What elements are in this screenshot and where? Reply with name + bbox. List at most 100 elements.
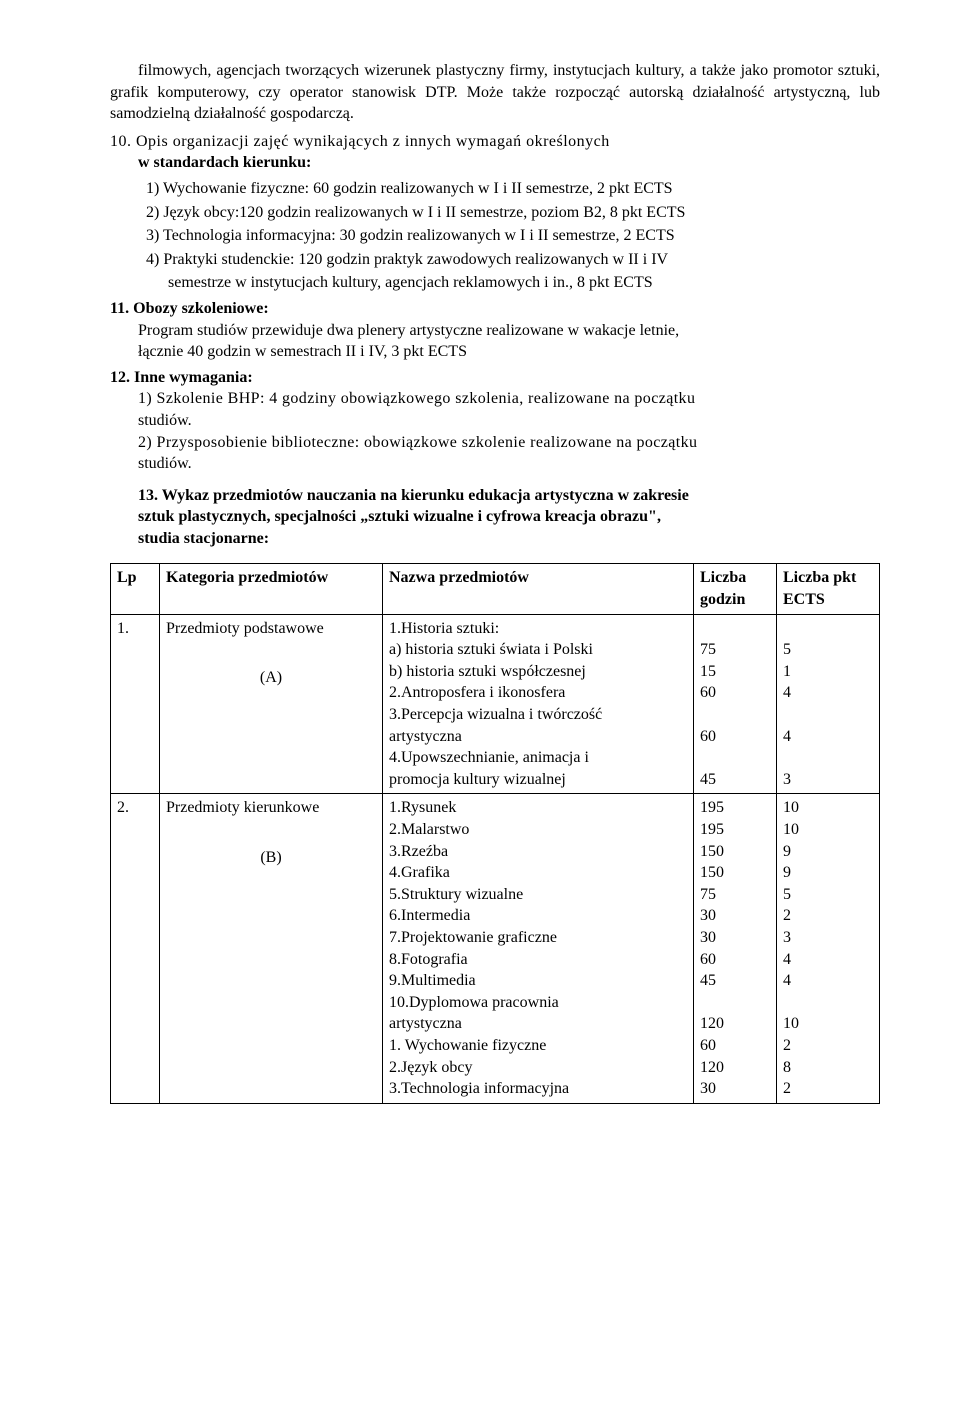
th-cat: Kategoria przedmiotów <box>160 564 383 614</box>
section-13: 13. Wykaz przedmiotów nauczania na kieru… <box>138 485 880 550</box>
s10-lead-a: 10. Opis organizacji zajęć wynikających … <box>110 131 880 153</box>
r1-e5: 4 <box>783 726 873 748</box>
r2-e7: 3 <box>783 927 873 949</box>
r2-e1: 10 <box>783 797 873 819</box>
r2-n3: 3.Rzeźba <box>389 841 687 863</box>
s11-b1: Program studiów przewiduje dwa plenery a… <box>138 320 880 342</box>
r2-g12: 120 <box>700 1057 770 1079</box>
r2-g8: 60 <box>700 949 770 971</box>
r2-e13: 2 <box>783 1078 873 1100</box>
s10-item-4a: 4) Praktyki studenckie: 120 godzin prakt… <box>146 249 880 271</box>
intro-l4: gospodarczą. <box>270 105 354 122</box>
s12-head: 12. Inne wymagania: <box>110 367 880 389</box>
r2-e4: 9 <box>783 862 873 884</box>
r1-g5: 60 <box>700 726 770 748</box>
r2-g6: 30 <box>700 905 770 927</box>
r2-n9: 9.Multimedia <box>389 970 687 992</box>
r2-n7: 7.Projektowanie graficzne <box>389 927 687 949</box>
section-12: 12. Inne wymagania: 1) Szkolenie BHP: 4 … <box>110 367 880 475</box>
r2-g13: 30 <box>700 1078 770 1100</box>
table-row: 1. Przedmioty podstawowe (A) 1.Historia … <box>111 614 880 794</box>
r1-e4: 4 <box>783 682 873 704</box>
r2-lp: 2. <box>111 794 160 1103</box>
r2-n10: 10.Dyplomowa pracownia <box>389 992 687 1014</box>
r2-e11: 2 <box>783 1035 873 1057</box>
r2-e9: 4 <box>783 970 873 992</box>
section-10: 10. Opis organizacji zajęć wynikających … <box>110 131 880 174</box>
r2-g11: 60 <box>700 1035 770 1057</box>
table-row: 2. Przedmioty kierunkowe (B) 1.Rysunek 2… <box>111 794 880 1103</box>
r2-n13: 3.Technologia informacyjna <box>389 1078 687 1100</box>
r1-cat: Przedmioty podstawowe (A) <box>160 614 383 794</box>
r1-names: 1.Historia sztuki: a) historia sztuki św… <box>383 614 694 794</box>
r1-e6: 3 <box>783 769 873 791</box>
r2-n12: 2.Język obcy <box>389 1057 687 1079</box>
r2-e5: 5 <box>783 884 873 906</box>
s11-head: 11. Obozy szkoleniowe: <box>110 298 880 320</box>
s12-1b: studiów. <box>138 410 880 432</box>
r1-n4: 2.Antroposfera i ikonosfera <box>389 682 687 704</box>
r2-godz: 195 195 150 150 75 30 30 60 45 120 60 12… <box>694 794 777 1103</box>
r1-g2: 75 <box>700 639 770 661</box>
s10-item-1: 1) Wychowanie fizyczne: 60 godzin realiz… <box>146 178 880 200</box>
r1-n2: a) historia sztuki świata i Polski <box>389 639 687 661</box>
r1-ects: 5 1 4 4 3 <box>777 614 880 794</box>
r2-g10: 120 <box>700 1013 770 1035</box>
r2-cat: Przedmioty kierunkowe (B) <box>160 794 383 1103</box>
s10-lead-b: w standardach kierunku: <box>138 152 880 174</box>
th-ects: Liczba pkt ECTS <box>777 564 880 614</box>
intro-l1: filmowych, agencjach tworzących wizerune… <box>138 62 685 79</box>
r1-godz: 75 15 60 60 45 <box>694 614 777 794</box>
th-godz: Liczba godzin <box>694 564 777 614</box>
r1-n6b: promocja kultury wizualnej <box>389 769 687 791</box>
s13-b: sztuk plastycznych, specjalności „sztuki… <box>138 506 880 528</box>
r2-cat1: Przedmioty kierunkowe <box>166 797 376 819</box>
r1-g6: 45 <box>700 769 770 791</box>
r2-n4: 4.Grafika <box>389 862 687 884</box>
r2-g5: 75 <box>700 884 770 906</box>
s12-1a: 1) Szkolenie BHP: 4 godziny obowiązkoweg… <box>138 388 880 410</box>
r1-n5b: artystyczna <box>389 726 687 748</box>
r1-n5: 3.Percepcja wizualna i twórczość <box>389 704 687 726</box>
r2-g3: 150 <box>700 841 770 863</box>
r2-names: 1.Rysunek 2.Malarstwo 3.Rzeźba 4.Grafika… <box>383 794 694 1103</box>
r2-n8: 8.Fotografia <box>389 949 687 971</box>
r2-g1: 195 <box>700 797 770 819</box>
r2-n5: 5.Struktury wizualne <box>389 884 687 906</box>
r2-g7: 30 <box>700 927 770 949</box>
s13-c: studia stacjonarne: <box>138 528 880 550</box>
intro-paragraph: filmowych, agencjach tworzących wizerune… <box>110 60 880 125</box>
r1-n3: b) historia sztuki współczesnej <box>389 661 687 683</box>
r2-n10b: artystyczna <box>389 1013 687 1035</box>
r2-n11: 1. Wychowanie fizyczne <box>389 1035 687 1057</box>
r1-g3: 15 <box>700 661 770 683</box>
table-header-row: Lp Kategoria przedmiotów Nazwa przedmiot… <box>111 564 880 614</box>
th-lp: Lp <box>111 564 160 614</box>
s10-item-3: 3) Technologia informacyjna: 30 godzin r… <box>146 225 880 247</box>
r1-e2: 5 <box>783 639 873 661</box>
section-11: 11. Obozy szkoleniowe: Program studiów p… <box>110 298 880 363</box>
r2-e8: 4 <box>783 949 873 971</box>
r2-e2: 10 <box>783 819 873 841</box>
r2-g9: 45 <box>700 970 770 992</box>
r2-n6: 6.Intermedia <box>389 905 687 927</box>
r1-cat2: (A) <box>166 667 376 689</box>
r1-g4: 60 <box>700 682 770 704</box>
r1-lp: 1. <box>111 614 160 794</box>
r1-n6: 4.Upowszechnianie, animacja i <box>389 747 687 769</box>
r2-cat2: (B) <box>166 847 376 869</box>
r2-e6: 2 <box>783 905 873 927</box>
s11-b2: łącznie 40 godzin w semestrach II i IV, … <box>138 341 880 363</box>
s12-2a: 2) Przysposobienie biblioteczne: obowiąz… <box>138 432 880 454</box>
r2-ects: 10 10 9 9 5 2 3 4 4 10 2 8 2 <box>777 794 880 1103</box>
s10-item-2: 2) Język obcy:120 godzin realizowanych w… <box>146 202 880 224</box>
s13-a: 13. Wykaz przedmiotów nauczania na kieru… <box>138 485 880 507</box>
r2-n2: 2.Malarstwo <box>389 819 687 841</box>
r1-n1: 1.Historia sztuki: <box>389 618 687 640</box>
s10-item-4b: semestrze w instytucjach kultury, agencj… <box>146 272 880 294</box>
r2-n1: 1.Rysunek <box>389 797 687 819</box>
r2-g4: 150 <box>700 862 770 884</box>
r2-e10: 10 <box>783 1013 873 1035</box>
s12-2b: studiów. <box>138 453 880 475</box>
th-name: Nazwa przedmiotów <box>383 564 694 614</box>
